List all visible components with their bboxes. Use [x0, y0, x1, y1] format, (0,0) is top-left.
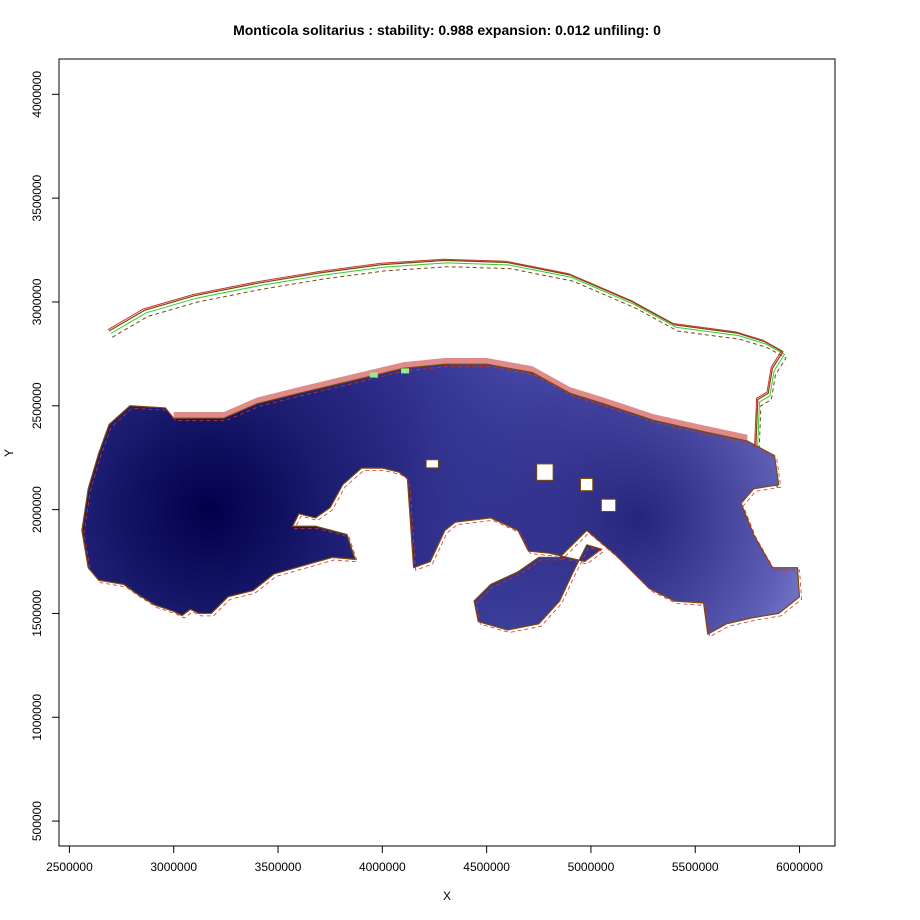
x-tick-label: 5500000 — [672, 860, 719, 874]
contour-native-dashed — [111, 266, 787, 491]
y-tick-label: 500000 — [30, 801, 44, 841]
contour-native — [108, 259, 784, 485]
unfilling-patch — [369, 372, 378, 378]
contour-invasive-green — [110, 262, 786, 488]
range-outline — [81, 363, 801, 636]
y-tick-label: 1500000 — [30, 590, 44, 637]
x-tick-label: 5000000 — [568, 860, 615, 874]
x-tick-label: 6000000 — [776, 860, 823, 874]
x-tick-label: 3500000 — [255, 860, 302, 874]
x-axis-title: X — [443, 889, 451, 903]
x-tick-label: 3000000 — [150, 860, 197, 874]
chart-regions — [81, 258, 803, 638]
x-tick-label: 4000000 — [359, 860, 406, 874]
y-axis: 500000 1000000 1500000 2000000 2500000 300000… — [30, 71, 60, 841]
range-gap — [580, 477, 594, 492]
y-tick-label: 3500000 — [30, 174, 44, 221]
unfilling-patch — [401, 368, 410, 374]
stability-area-east-core — [81, 364, 800, 635]
range-gap — [600, 498, 617, 512]
y-tick-label: 3000000 — [30, 278, 44, 325]
y-tick-label: 1000000 — [30, 694, 44, 741]
y-axis-title: Y — [2, 449, 16, 457]
range-gap — [425, 459, 439, 469]
y-tick-label: 2000000 — [30, 486, 44, 533]
y-tick-label: 4000000 — [30, 71, 44, 118]
y-tick-label: 2500000 — [30, 382, 44, 429]
chart-title: Monticola solitarius : stability: 0.988 … — [233, 22, 661, 38]
range-gap — [536, 463, 554, 481]
x-axis: 2500000 3000000 3500000 4000000 4500000 50000… — [46, 845, 823, 874]
x-tick-label: 4500000 — [463, 860, 510, 874]
x-tick-label: 2500000 — [46, 860, 93, 874]
range-outline-dashed — [83, 366, 803, 638]
